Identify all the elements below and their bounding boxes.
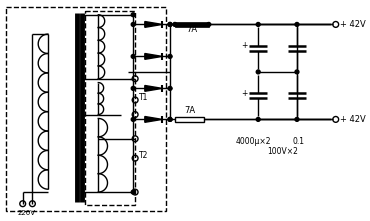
Text: 7A: 7A bbox=[184, 106, 195, 115]
Text: T1: T1 bbox=[139, 93, 148, 102]
Polygon shape bbox=[145, 86, 162, 91]
Circle shape bbox=[168, 54, 172, 58]
Circle shape bbox=[168, 118, 172, 121]
Text: 4000μ×2: 4000μ×2 bbox=[236, 137, 271, 146]
Circle shape bbox=[131, 54, 135, 58]
Text: + 42V: + 42V bbox=[340, 20, 365, 29]
Text: 100V×2: 100V×2 bbox=[267, 147, 298, 156]
Circle shape bbox=[207, 23, 211, 26]
Polygon shape bbox=[145, 21, 162, 27]
Circle shape bbox=[131, 118, 135, 121]
Bar bbox=[175, 117, 204, 122]
Circle shape bbox=[256, 118, 260, 121]
Circle shape bbox=[295, 118, 299, 121]
Text: 0.1: 0.1 bbox=[293, 137, 305, 146]
Circle shape bbox=[131, 23, 135, 26]
Text: + 42V: + 42V bbox=[340, 115, 365, 124]
Circle shape bbox=[295, 70, 299, 74]
Text: +: + bbox=[241, 89, 248, 98]
Circle shape bbox=[131, 86, 135, 90]
Text: 220V: 220V bbox=[18, 210, 36, 217]
Circle shape bbox=[131, 190, 135, 194]
Text: 7A: 7A bbox=[186, 25, 197, 34]
Text: T2: T2 bbox=[139, 151, 148, 160]
Text: +: + bbox=[241, 41, 248, 50]
Polygon shape bbox=[145, 116, 162, 122]
Polygon shape bbox=[145, 53, 162, 59]
Circle shape bbox=[173, 23, 177, 26]
Circle shape bbox=[168, 118, 172, 121]
Circle shape bbox=[168, 23, 172, 26]
Circle shape bbox=[168, 23, 172, 26]
Circle shape bbox=[295, 23, 299, 26]
Circle shape bbox=[256, 70, 260, 74]
Circle shape bbox=[256, 23, 260, 26]
Bar bbox=[175, 21, 209, 27]
Circle shape bbox=[131, 13, 135, 17]
Circle shape bbox=[168, 86, 172, 90]
